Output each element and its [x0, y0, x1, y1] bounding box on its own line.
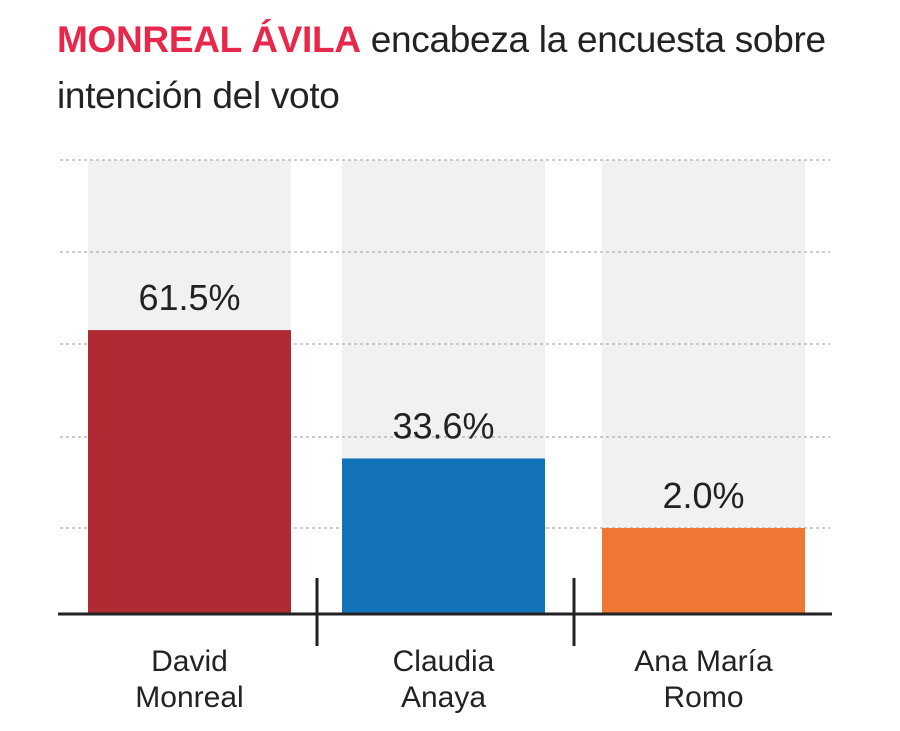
bar-1: [88, 330, 291, 613]
value-label-2: 33.6%: [392, 405, 494, 446]
value-label-3: 2.0%: [662, 475, 744, 516]
category-label-1-line-2: Monreal: [135, 681, 243, 714]
bar-2: [342, 458, 545, 613]
category-label-1-line-1: David: [151, 645, 228, 678]
title-highlight: MONREAL ÁVILA: [57, 19, 361, 60]
value-label-1: 61.5%: [138, 277, 240, 318]
bar-3: [602, 528, 805, 613]
title-rest: encabeza la encuesta sobre intención del…: [57, 19, 826, 116]
chart-title: MONREAL ÁVILA encabeza la encuesta sobre…: [57, 12, 877, 124]
category-label-3-line-2: Romo: [663, 681, 743, 714]
category-label-3-line-1: Ana María: [634, 645, 773, 678]
category-label-2-line-1: Claudia: [393, 645, 495, 678]
category-label-2-line-2: Anaya: [401, 681, 486, 714]
